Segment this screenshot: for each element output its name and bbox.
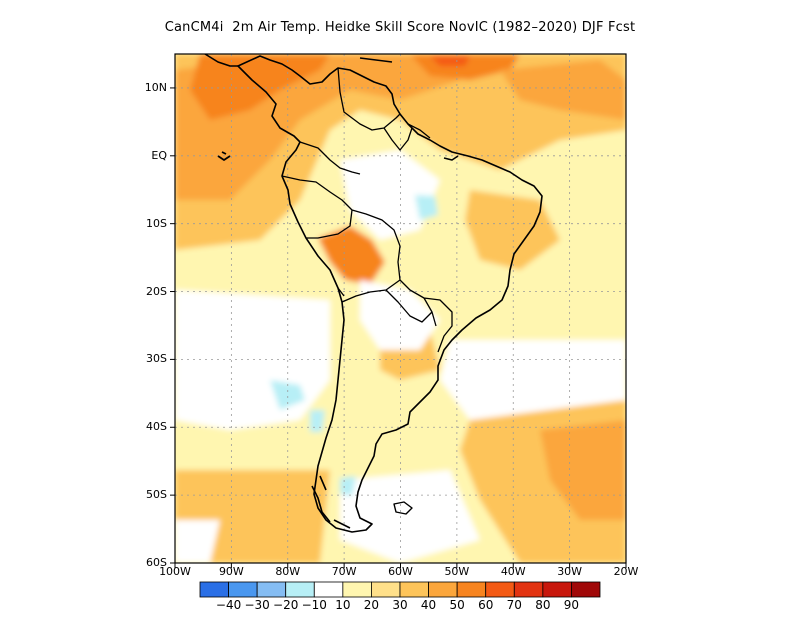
colorbar-swatch	[542, 581, 572, 598]
latitude-label: 30S	[146, 352, 167, 366]
longitude-label: 30W	[557, 565, 583, 578]
longitude-label: 100W	[159, 565, 191, 578]
field-negative-chile-coast	[310, 410, 325, 432]
colorbar-label: 30	[392, 598, 408, 612]
field-neutral-southwest-corner	[175, 520, 220, 563]
field-neutral-patagonia-shelf	[340, 470, 480, 563]
colorbar-swatch	[399, 581, 429, 598]
latitude-label: 40S	[146, 420, 167, 434]
field-50-60-south-atlantic-core	[540, 420, 626, 520]
field-neutral-paraguay	[360, 280, 440, 350]
falkland-islands	[393, 501, 413, 515]
latitude-label: 50S	[146, 488, 167, 502]
latitude-label: EQ	[151, 148, 167, 162]
colorbar-swatch	[342, 581, 372, 598]
colorbar-label: −30	[244, 598, 270, 612]
longitude-label: 20W	[613, 565, 639, 578]
field-70-80-caribbean-core	[430, 56, 470, 66]
colorbar-swatch	[571, 581, 601, 598]
longitude-label: 80W	[275, 565, 301, 578]
field-negative-chile-offshore	[270, 380, 305, 410]
south-america-coastline	[237, 55, 543, 533]
longitude-label: 60W	[388, 565, 413, 578]
map-title: CanCM4i 2m Air Temp. Heidke Skill Score …	[164, 20, 636, 35]
colorbar-swatch	[456, 581, 487, 598]
colorbar-label: 70	[506, 598, 522, 612]
longitude-label: 50W	[444, 565, 470, 578]
field-negative-amazon-patch	[415, 195, 438, 220]
galapagos-islands	[217, 151, 231, 161]
colorbar-swatch	[485, 581, 515, 598]
field-40-50-brazil-east	[465, 190, 560, 270]
latitude-label: 10N	[144, 80, 167, 94]
colorbar-swatch	[313, 581, 344, 598]
colorbar-label: 80	[535, 598, 551, 612]
longitude-label: 40W	[500, 565, 526, 578]
colorbar-swatch	[371, 581, 401, 598]
longitude-label: 70W	[331, 565, 357, 578]
longitude-label: 90W	[218, 565, 244, 578]
latitude-label: 20S	[146, 284, 167, 298]
colorbar-label: 40	[420, 598, 437, 612]
field-60-70-andes-peru	[318, 226, 385, 285]
latitude-label: 60S	[146, 556, 167, 569]
colorbar-swatch	[513, 581, 544, 598]
colorbar	[199, 581, 601, 598]
field-neutral-southeast-pacific	[175, 290, 330, 430]
central-america-coast	[204, 54, 238, 67]
colorbar-label: 60	[478, 598, 494, 612]
graticule	[175, 54, 626, 563]
tierra-del-fuego-islands	[311, 475, 351, 529]
colorbar-label: 50	[449, 598, 465, 612]
field-50-60-atlantic-north	[500, 60, 626, 120]
colorbar-label: 10	[335, 598, 351, 612]
caribbean-island	[359, 57, 393, 63]
colorbar-label: 20	[363, 598, 380, 612]
latitude-label: 10S	[146, 216, 167, 230]
colorbar-swatch	[285, 581, 315, 598]
axis-ticks	[170, 87, 627, 568]
colorbar-label: −20	[273, 598, 299, 612]
colorbar-label: −40	[215, 598, 242, 612]
colorbar-swatch	[228, 581, 258, 598]
colorbar-label: −10	[301, 598, 327, 612]
country-borders	[281, 67, 453, 353]
amazon-delta-islands	[443, 155, 459, 161]
field-neutral-amazon	[340, 150, 440, 240]
coastlines-and-borders	[204, 54, 543, 533]
colorbar-swatch	[428, 581, 458, 598]
colorbar-swatch	[256, 581, 287, 598]
colorbar-label: 90	[563, 598, 580, 612]
colorbar-swatch	[199, 581, 229, 598]
